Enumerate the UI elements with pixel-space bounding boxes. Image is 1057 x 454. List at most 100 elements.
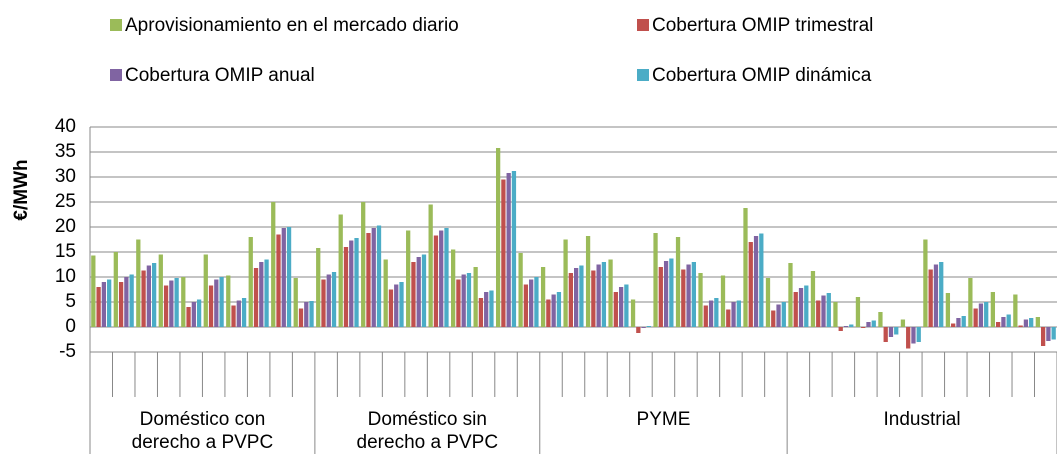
bar bbox=[388, 289, 394, 327]
bar bbox=[968, 278, 973, 327]
bar bbox=[871, 320, 876, 327]
y-tick-label: 25 bbox=[55, 191, 76, 212]
bar bbox=[630, 299, 636, 327]
bar bbox=[691, 262, 696, 327]
bar bbox=[771, 310, 776, 327]
bar bbox=[444, 228, 449, 327]
bar bbox=[456, 279, 461, 327]
bar bbox=[203, 254, 208, 327]
bar bbox=[439, 230, 444, 327]
bar bbox=[196, 299, 202, 327]
bar bbox=[191, 302, 196, 327]
bar bbox=[703, 305, 708, 327]
bar bbox=[821, 295, 826, 327]
bar bbox=[208, 285, 214, 327]
bar bbox=[906, 327, 911, 349]
bar bbox=[843, 326, 849, 327]
bar bbox=[781, 302, 786, 327]
bar bbox=[1001, 317, 1006, 327]
bar bbox=[309, 301, 314, 327]
bar bbox=[641, 327, 646, 328]
bar bbox=[556, 292, 562, 327]
bar bbox=[945, 293, 951, 327]
group-label: Industrial bbox=[884, 409, 961, 430]
bar bbox=[1051, 327, 1056, 340]
bar bbox=[241, 298, 247, 327]
y-tick-label: 20 bbox=[55, 216, 76, 237]
bar bbox=[646, 326, 652, 327]
bar bbox=[394, 284, 399, 327]
bar bbox=[788, 263, 793, 327]
bar bbox=[753, 236, 759, 327]
group-label: derecho a PVPC bbox=[357, 432, 499, 453]
bar bbox=[421, 254, 427, 327]
bar bbox=[371, 228, 376, 327]
bar bbox=[506, 173, 511, 327]
y-tick-label: 40 bbox=[55, 116, 76, 137]
group-label: derecho a PVPC bbox=[132, 432, 274, 453]
bar bbox=[618, 287, 624, 327]
bar bbox=[495, 148, 501, 327]
bar bbox=[484, 292, 489, 327]
bar bbox=[978, 303, 984, 327]
bar bbox=[219, 277, 224, 327]
y-tick-label: 0 bbox=[65, 316, 76, 337]
bar bbox=[596, 264, 601, 327]
bar bbox=[878, 312, 883, 327]
bar bbox=[568, 273, 573, 327]
y-axis-title: €/MWh bbox=[11, 159, 32, 220]
bar bbox=[1013, 294, 1018, 327]
bar bbox=[861, 327, 866, 328]
bar bbox=[293, 278, 298, 327]
bar bbox=[883, 327, 888, 342]
bar bbox=[591, 270, 596, 327]
bar bbox=[214, 279, 219, 327]
y-tick-label: 15 bbox=[55, 241, 76, 262]
bar bbox=[433, 235, 439, 327]
bar bbox=[1035, 317, 1040, 327]
bar bbox=[540, 267, 546, 327]
bar bbox=[810, 271, 816, 327]
bar bbox=[406, 230, 411, 327]
bar bbox=[613, 292, 618, 327]
bar bbox=[118, 282, 124, 327]
bar bbox=[236, 300, 241, 327]
bar bbox=[276, 234, 281, 327]
bar bbox=[990, 292, 996, 327]
bar bbox=[226, 275, 231, 327]
bar bbox=[911, 327, 916, 344]
bar bbox=[916, 327, 921, 342]
bar bbox=[321, 279, 326, 327]
bar bbox=[529, 279, 534, 327]
bar bbox=[416, 257, 421, 327]
bar bbox=[826, 293, 831, 327]
bar bbox=[466, 273, 472, 327]
group-label: Doméstico con bbox=[140, 409, 266, 430]
bar bbox=[151, 263, 157, 327]
bar bbox=[473, 267, 478, 327]
bar bbox=[765, 278, 771, 327]
bar bbox=[669, 258, 674, 327]
bar bbox=[383, 259, 388, 327]
bar bbox=[833, 302, 838, 327]
bar bbox=[253, 268, 259, 327]
bar bbox=[748, 242, 753, 327]
bar bbox=[601, 262, 607, 327]
y-tick-label: 10 bbox=[55, 266, 76, 287]
bar bbox=[298, 308, 304, 327]
legend-label: Cobertura OMIP trimestral bbox=[652, 15, 873, 36]
bar bbox=[411, 262, 416, 327]
bar bbox=[855, 297, 861, 327]
bar bbox=[259, 262, 264, 327]
bar bbox=[146, 265, 151, 327]
bar bbox=[939, 262, 944, 327]
bar bbox=[1018, 325, 1023, 327]
bar bbox=[91, 255, 96, 327]
bar bbox=[141, 270, 146, 327]
bar bbox=[759, 233, 764, 327]
legend-label: Aprovisionamiento en el mercado diario bbox=[125, 15, 459, 36]
bar bbox=[923, 239, 928, 327]
bar bbox=[551, 294, 556, 327]
bar bbox=[163, 285, 169, 327]
bar bbox=[523, 284, 529, 327]
